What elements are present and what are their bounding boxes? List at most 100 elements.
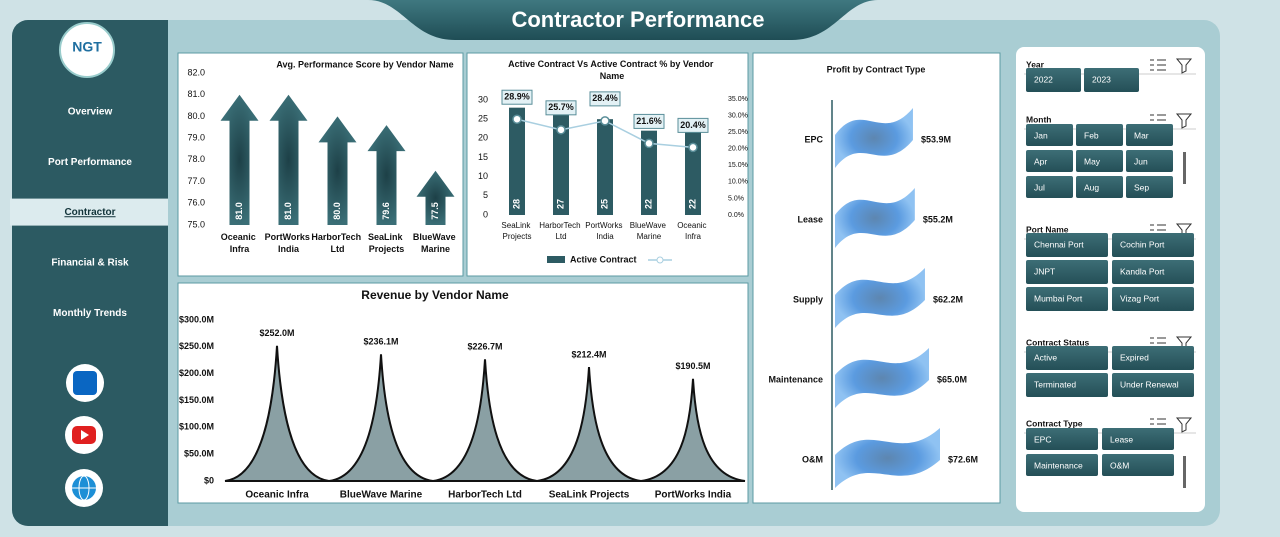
sidebar bbox=[12, 20, 168, 526]
slicer-item[interactable]: Expired bbox=[1120, 352, 1149, 362]
slicer-button[interactable] bbox=[1026, 176, 1073, 198]
x-tick-label: Oceanic Infra bbox=[221, 232, 259, 254]
slicer-item[interactable]: Vizag Port bbox=[1120, 293, 1160, 303]
x-tick-label: SeaLink Projects bbox=[368, 232, 405, 254]
y-tick-label: 30 bbox=[478, 94, 488, 104]
slicer-item[interactable]: Feb bbox=[1084, 130, 1099, 140]
slicer-title: Contract Type bbox=[1026, 418, 1083, 428]
x-tick-label: HarborTech Ltd bbox=[311, 232, 363, 254]
slicer-button[interactable] bbox=[1112, 287, 1194, 311]
slicer-button[interactable] bbox=[1112, 260, 1194, 284]
multi-select-icon[interactable] bbox=[1150, 59, 1166, 71]
slicer-button[interactable] bbox=[1112, 373, 1194, 397]
nav-item[interactable]: Monthly Trends bbox=[53, 308, 127, 319]
slicer-item[interactable]: Jul bbox=[1034, 182, 1045, 192]
linkedin-icon[interactable] bbox=[66, 364, 104, 402]
x-tick-label: HarborTech Ltd bbox=[448, 490, 522, 501]
value-label: 27 bbox=[555, 199, 565, 209]
line-point bbox=[644, 138, 654, 149]
value-label: 81.0 bbox=[283, 202, 293, 220]
bar bbox=[641, 130, 657, 215]
value-label: 22 bbox=[687, 199, 697, 209]
y-tick-label: 81.0 bbox=[187, 89, 205, 99]
slicer-item[interactable]: EPC bbox=[1034, 434, 1051, 444]
slicer-item[interactable]: Mar bbox=[1134, 130, 1149, 140]
slicer-button[interactable] bbox=[1084, 68, 1139, 92]
clear-filter-icon[interactable] bbox=[1175, 113, 1193, 129]
clear-filter-icon[interactable] bbox=[1175, 417, 1193, 433]
y-tick-label: 76.0 bbox=[187, 198, 205, 208]
slicer-item[interactable]: Apr bbox=[1034, 156, 1047, 166]
youtube-icon[interactable] bbox=[65, 416, 103, 454]
value-label: 28.9% bbox=[504, 92, 530, 102]
slicer-button[interactable] bbox=[1026, 233, 1108, 257]
value-label: $65.0M bbox=[937, 374, 967, 384]
slicer-button[interactable] bbox=[1102, 428, 1174, 450]
x-tick-label: Oceanic Infra bbox=[677, 221, 709, 241]
slicer-button[interactable] bbox=[1026, 454, 1098, 476]
slicer-button[interactable] bbox=[1102, 454, 1174, 476]
slicer-button[interactable] bbox=[1112, 346, 1194, 370]
value-label: 79.6 bbox=[381, 202, 391, 220]
slicer-button[interactable] bbox=[1126, 124, 1173, 146]
nav-active bbox=[10, 198, 168, 226]
y-tick-label: 77.0 bbox=[187, 176, 205, 186]
slicer-item[interactable]: Active bbox=[1034, 352, 1057, 362]
slicer-button[interactable] bbox=[1026, 68, 1081, 92]
x-tick-label: PortWorks India bbox=[655, 490, 732, 501]
slicer-item[interactable]: Jan bbox=[1034, 130, 1048, 140]
slicer-item[interactable]: Sep bbox=[1134, 182, 1149, 192]
logo-text: NGT bbox=[72, 39, 102, 55]
label-box bbox=[589, 91, 621, 107]
slicer-button[interactable] bbox=[1126, 150, 1173, 172]
nav-item[interactable]: Contractor bbox=[64, 207, 115, 218]
slicer-button[interactable] bbox=[1026, 287, 1108, 311]
line-point bbox=[600, 116, 610, 126]
slicer-item[interactable]: 2023 bbox=[1092, 74, 1111, 84]
slicer-item[interactable]: Cochin Port bbox=[1120, 239, 1165, 249]
slicer-item[interactable]: Maintenance bbox=[1034, 460, 1083, 470]
slicer-item[interactable]: May bbox=[1084, 156, 1101, 166]
slicer-button[interactable] bbox=[1026, 124, 1073, 146]
value-label: $236.1M bbox=[363, 337, 398, 347]
slicer-button[interactable] bbox=[1026, 260, 1108, 284]
title-banner bbox=[368, 0, 878, 40]
slicer-button[interactable] bbox=[1076, 150, 1123, 172]
slicer-item[interactable]: O&M bbox=[1110, 460, 1129, 470]
clear-filter-icon[interactable] bbox=[1175, 58, 1193, 74]
y-tick-label: 75.0 bbox=[187, 219, 205, 229]
slicer-item[interactable]: Chennai Port bbox=[1034, 239, 1084, 249]
slicer-button[interactable] bbox=[1076, 124, 1123, 146]
nav-item[interactable]: Port Performance bbox=[48, 157, 132, 168]
nav-item[interactable]: Overview bbox=[68, 107, 113, 118]
slicer-item[interactable]: Jun bbox=[1134, 156, 1148, 166]
slicer-item[interactable]: Under Renewal bbox=[1120, 379, 1179, 389]
label-box bbox=[545, 100, 577, 116]
slicer-item[interactable]: Aug bbox=[1084, 182, 1099, 192]
slicer-item[interactable]: Lease bbox=[1110, 434, 1133, 444]
slicer-item[interactable]: Kandla Port bbox=[1120, 266, 1165, 276]
nav-item[interactable]: Financial & Risk bbox=[51, 258, 129, 269]
slicer-item[interactable]: Terminated bbox=[1034, 379, 1076, 389]
slicer-button[interactable] bbox=[1026, 150, 1073, 172]
slicer-title: Port Name bbox=[1026, 224, 1069, 234]
slicer-button[interactable] bbox=[1026, 346, 1108, 370]
slicer-button[interactable] bbox=[1026, 428, 1098, 450]
value-label: $53.9M bbox=[921, 134, 951, 144]
slicer-item[interactable]: JNPT bbox=[1034, 266, 1055, 276]
y2-tick-label: 10.0% bbox=[728, 179, 748, 186]
y-tick-label: $50.0M bbox=[184, 449, 214, 459]
slicer-item[interactable]: 2022 bbox=[1034, 74, 1053, 84]
slicer-button[interactable] bbox=[1076, 176, 1123, 198]
y-tick-label: 5 bbox=[483, 190, 488, 200]
value-label: $62.2M bbox=[933, 294, 963, 304]
bar bbox=[416, 170, 455, 225]
y-tick-label: 79.0 bbox=[187, 133, 205, 143]
slicer-button[interactable] bbox=[1126, 176, 1173, 198]
bar bbox=[224, 345, 330, 482]
slicer-item[interactable]: Mumbai Port bbox=[1034, 293, 1083, 303]
web-icon[interactable] bbox=[65, 469, 103, 507]
bar bbox=[318, 116, 357, 225]
slicer-button[interactable] bbox=[1112, 233, 1194, 257]
slicer-button[interactable] bbox=[1026, 373, 1108, 397]
